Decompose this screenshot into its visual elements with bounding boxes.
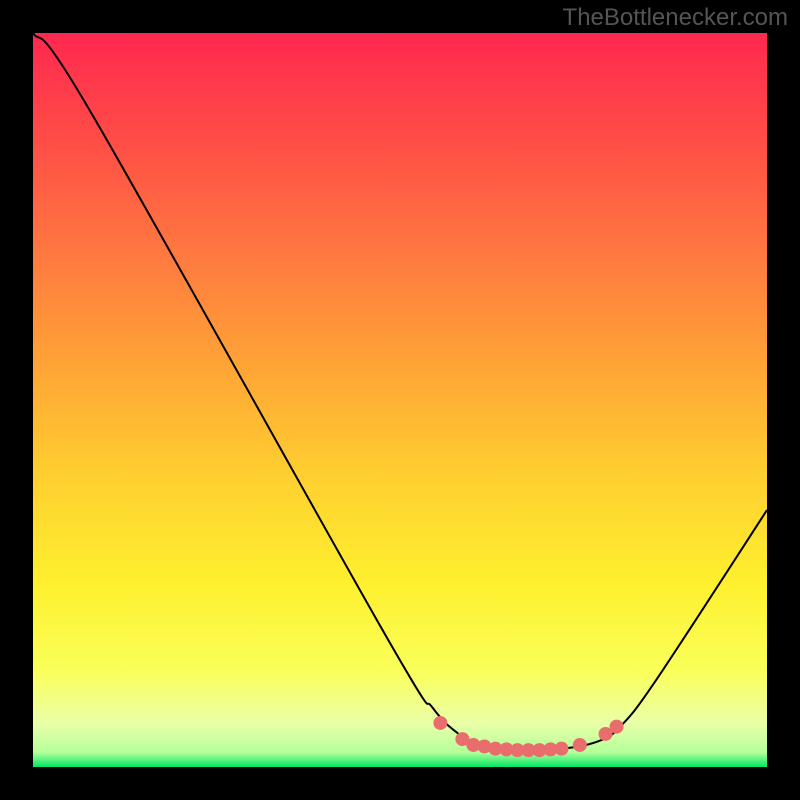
gradient-background [33,33,767,767]
data-marker [554,742,568,756]
data-marker [433,716,447,730]
plot-svg [33,33,767,767]
chart-container: TheBottlenecker.com [0,0,800,800]
watermark-text: TheBottlenecker.com [563,4,788,32]
data-marker [610,720,624,734]
data-marker [573,738,587,752]
